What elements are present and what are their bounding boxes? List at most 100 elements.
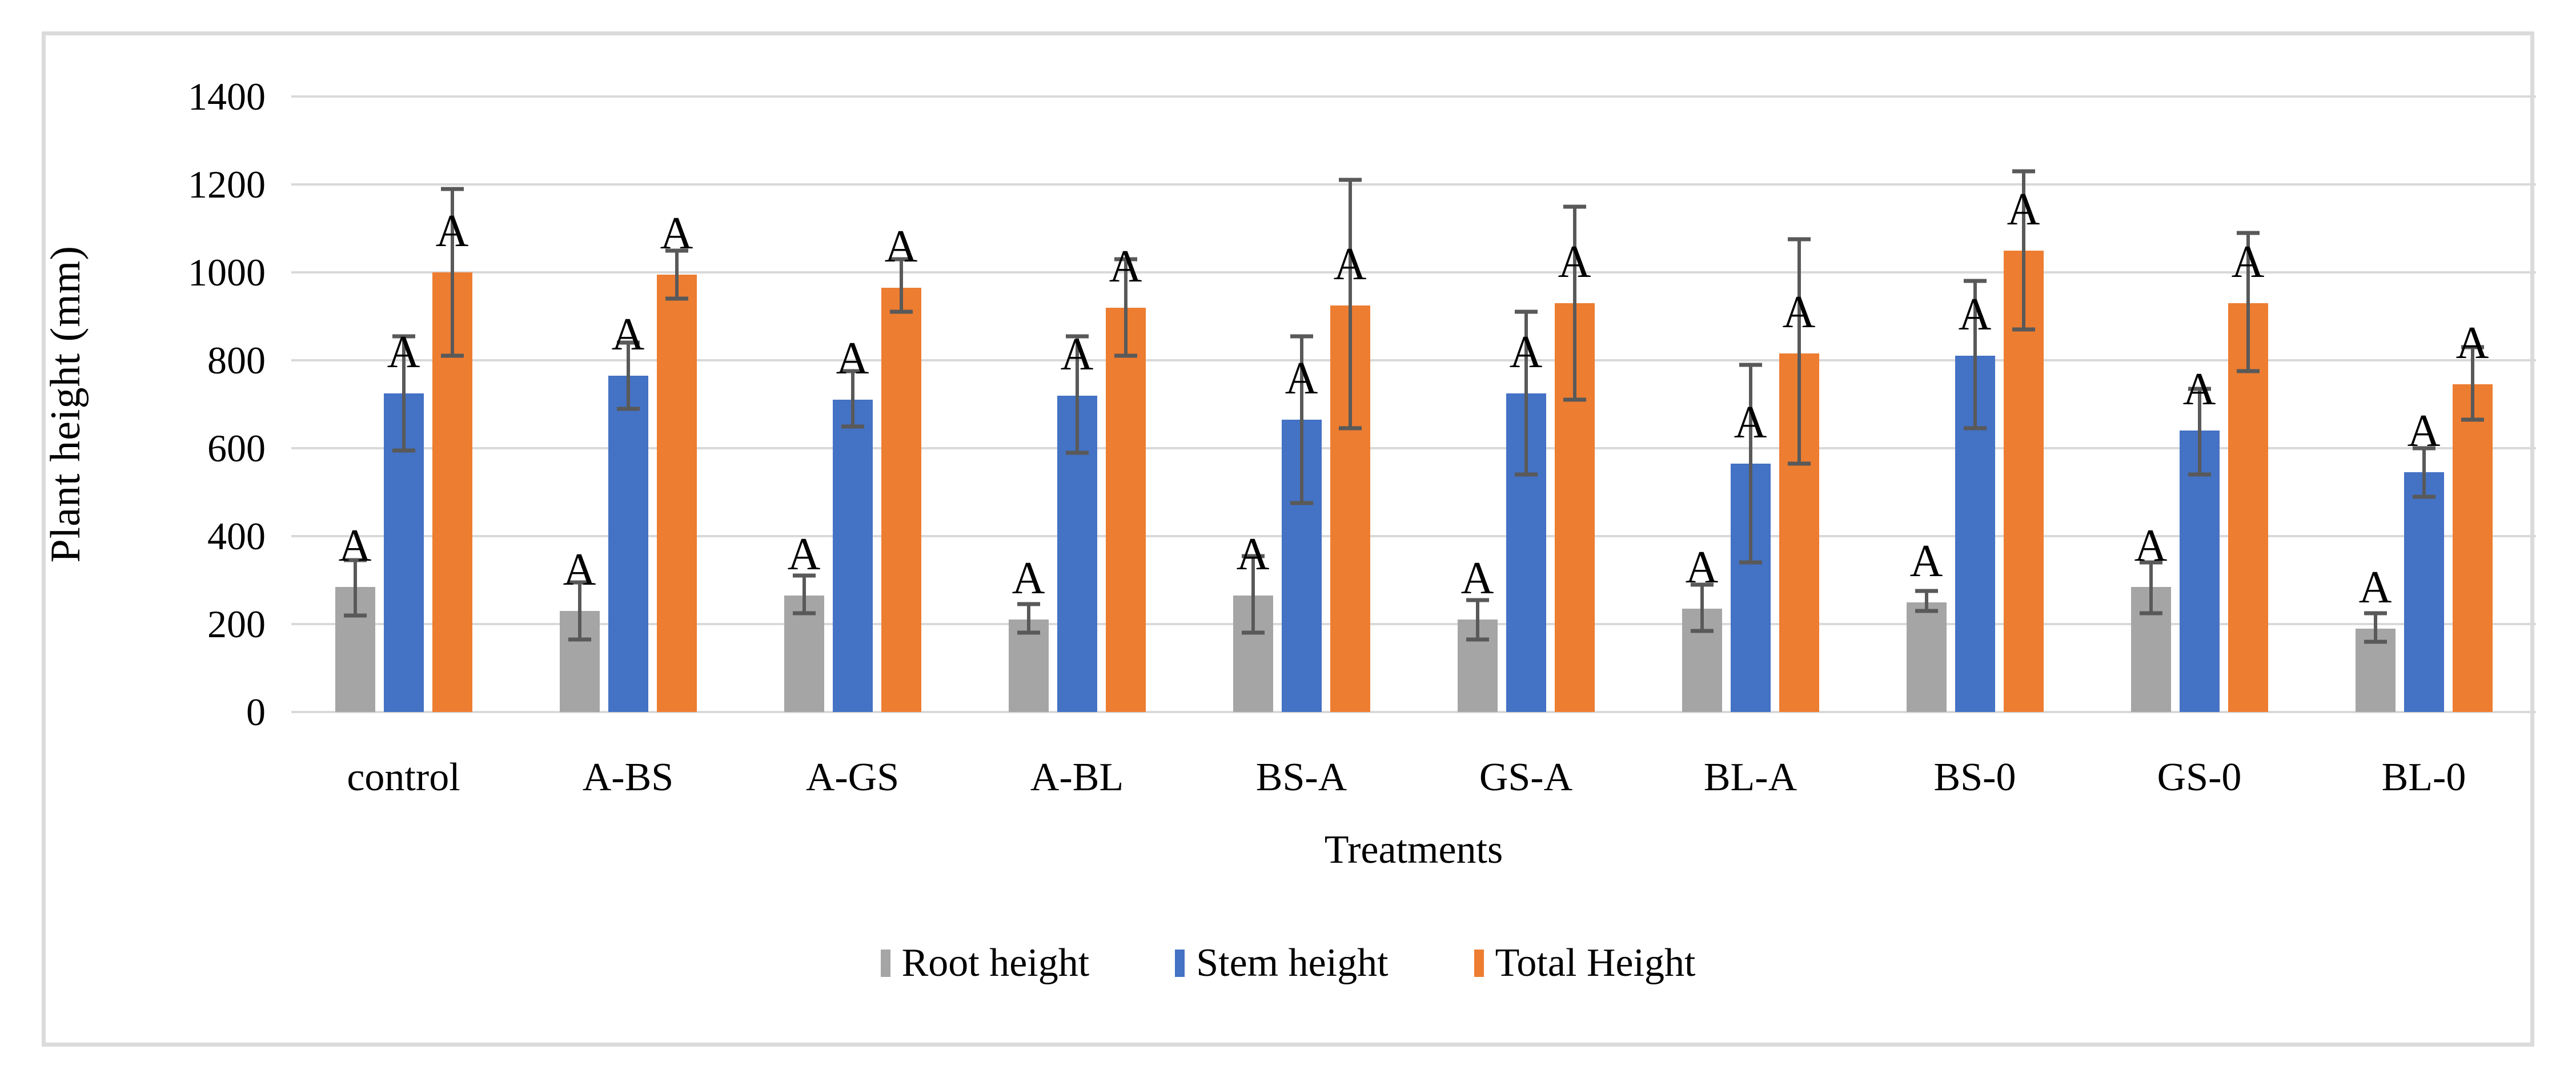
error-cap-bottom (1466, 637, 1489, 642)
group-bl-0: A A A BL-0 (2312, 96, 2536, 798)
x-category-label-bl-0: BL-0 (2381, 755, 2466, 799)
error-line (626, 343, 630, 409)
y-tick-label-800: 800 (207, 339, 266, 382)
error-cap-top (1787, 237, 1811, 242)
gridline-1400 (291, 95, 2536, 98)
bar-stem-height-a-gs (832, 400, 873, 712)
legend-swatch-icon-stem-height (1175, 950, 1185, 977)
error-bar-root-height-bl-0 (2364, 96, 2387, 712)
significance-letter-total-height-a-gs: A (884, 221, 918, 272)
significance-letter-total-height-bs-a: A (1333, 239, 1367, 289)
error-cap-bottom (792, 611, 816, 616)
error-bar-total-height-bs-a (1338, 96, 1362, 712)
error-cap-bottom (616, 407, 640, 411)
error-cap-bottom (343, 613, 367, 618)
error-cap-top (2236, 231, 2260, 235)
error-cap-top (1690, 582, 1714, 587)
barwrap-root-height-a-gs: A (784, 96, 824, 712)
group-a-gs: A A A A-GS (740, 96, 965, 798)
error-bar-stem-height-bl-0 (2412, 96, 2435, 712)
error-line (2470, 347, 2474, 420)
error-cap-bottom (889, 309, 913, 314)
gridline-200 (291, 623, 2536, 625)
error-cap-bottom (1739, 560, 1762, 565)
error-cap-top (1114, 257, 1137, 262)
error-bar-total-height-bs-0 (2012, 96, 2035, 712)
significance-letter-root-height-a-gs: A (787, 529, 821, 580)
error-cap-top (2188, 387, 2211, 391)
y-tick-label-600: 600 (207, 427, 266, 470)
error-bar-root-height-bs-a (1241, 96, 1265, 712)
barwrap-root-height-bl-0: A (2355, 96, 2396, 712)
error-line (1524, 312, 1528, 475)
barwrap-root-height-gs-a: A (1457, 96, 1498, 712)
barwrap-total-height-gs-a: A (1554, 96, 1595, 712)
legend-item-root-height: Root height (880, 943, 1089, 983)
error-cap-top (889, 257, 913, 262)
error-bar-total-height-gs-0 (2236, 96, 2260, 712)
significance-letter-stem-height-bs-a: A (1285, 353, 1318, 404)
error-bar-root-height-gs-0 (2139, 96, 2162, 712)
y-tick-label-400: 400 (207, 514, 266, 558)
barwrap-total-height-bl-a: A (1779, 96, 1819, 712)
legend-item-stem-height: Stem height (1175, 943, 1389, 983)
y-tick-label-1000: 1000 (188, 251, 266, 294)
significance-letter-root-height-gs-0: A (2134, 520, 2168, 571)
legend: Root height Stem height Total Height (0, 943, 2576, 983)
error-cap-top (616, 340, 640, 345)
gridline-400 (291, 535, 2536, 537)
error-line (1572, 206, 1576, 400)
error-cap-top (440, 187, 464, 191)
barwrap-root-height-bs-a: A (1233, 96, 1273, 712)
error-cap-top (568, 580, 591, 585)
error-cap-bottom (2236, 369, 2260, 373)
error-cap-top (1563, 204, 1586, 208)
group-bs-0: A A A BS-0 (1863, 96, 2087, 798)
bars-a-gs: A A A (740, 96, 965, 712)
barwrap-stem-height-gs-a: A (1506, 96, 1546, 712)
error-cap-bottom (1787, 461, 1811, 466)
error-line (1797, 239, 1801, 464)
error-cap-top (2364, 611, 2387, 616)
significance-letter-stem-height-a-bl: A (1060, 329, 1094, 380)
error-bar-root-height-a-bl (1017, 96, 1040, 712)
significance-letter-total-height-a-bs: A (660, 208, 693, 259)
error-bar-stem-height-gs-0 (2188, 96, 2211, 712)
group-bl-a: A A A BL-A (1638, 96, 1863, 798)
barwrap-stem-height-control: A (383, 96, 424, 712)
barwrap-stem-height-gs-0: A (2179, 96, 2220, 712)
bar-total-height-a-bl (1105, 307, 1146, 712)
error-bar-stem-height-bs-a (1290, 96, 1313, 712)
y-axis-title-text: Plant height (mm) (42, 246, 89, 563)
error-cap-bottom (1514, 472, 1538, 477)
error-cap-bottom (440, 353, 464, 358)
barwrap-total-height-bs-0: A (2003, 96, 2044, 712)
significance-letter-stem-height-a-bs: A (611, 309, 645, 360)
error-bar-total-height-a-bs (665, 96, 688, 712)
y-tick-label-200: 200 (207, 602, 266, 646)
error-bar-root-height-gs-a (1466, 96, 1489, 712)
error-bar-stem-height-a-bs (616, 96, 640, 712)
error-cap-top (1739, 363, 1762, 367)
error-cap-top (1915, 589, 1938, 593)
bars-gs-0: A A A (2087, 96, 2312, 712)
bar-total-height-a-bs (656, 274, 697, 712)
error-line (850, 371, 854, 427)
y-tick-label-1400: 1400 (188, 75, 266, 118)
error-cap-top (1290, 334, 1313, 339)
bars-control: A A A (291, 96, 516, 712)
error-line (802, 576, 806, 613)
barwrap-stem-height-a-bl: A (1057, 96, 1097, 712)
error-cap-bottom (1290, 501, 1313, 505)
barwrap-stem-height-bs-a: A (1281, 96, 1322, 712)
error-bar-root-height-bs-0 (1915, 96, 1938, 712)
error-cap-top (1241, 554, 1265, 558)
bars-bs-a: A A A (1189, 96, 1414, 712)
error-bar-root-height-control (343, 96, 367, 712)
error-line (353, 560, 357, 616)
error-line (1026, 604, 1030, 633)
error-line (1299, 336, 1303, 504)
significance-letter-root-height-a-bl: A (1012, 553, 1045, 604)
